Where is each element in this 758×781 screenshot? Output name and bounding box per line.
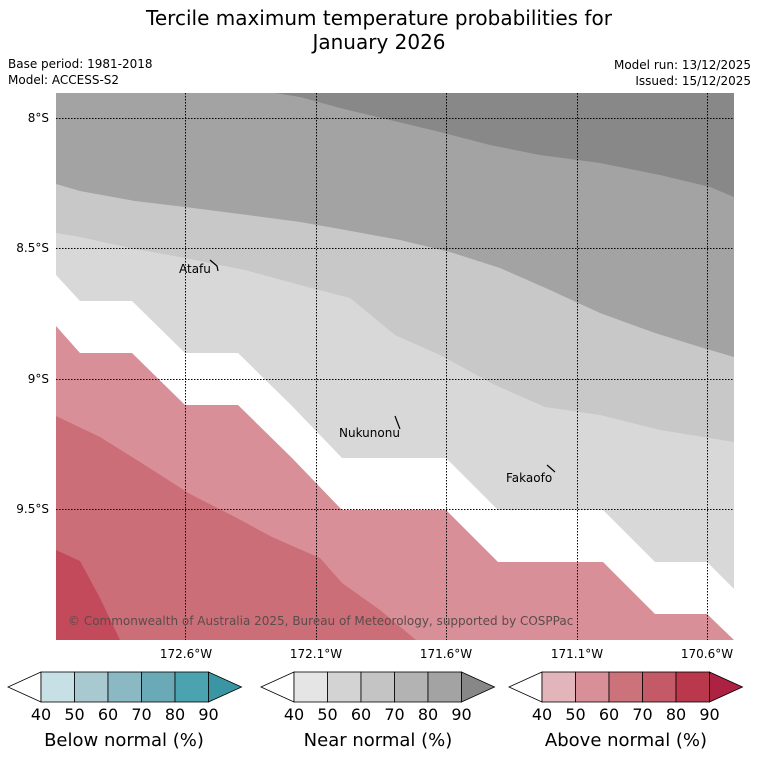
below-normal-label: Below normal (%) bbox=[44, 730, 204, 751]
near-colorbar-tick: 50 bbox=[317, 705, 338, 724]
graticule bbox=[56, 93, 734, 640]
above-normal-70-region bbox=[56, 550, 120, 640]
copyright-notice: © Commonwealth of Australia 2025, Bureau… bbox=[68, 614, 574, 628]
below-colorbar-segment bbox=[107, 671, 142, 703]
below-colorbar-segment bbox=[174, 671, 209, 703]
near-colorbar-segment bbox=[327, 671, 362, 703]
below-normal-colorbar bbox=[7, 671, 243, 703]
fakaofo-outline bbox=[546, 464, 556, 473]
near-colorbar-segment bbox=[293, 671, 328, 703]
near-normal-colorbar bbox=[260, 671, 496, 703]
above-colorbar-tick: 90 bbox=[699, 705, 720, 724]
below-colorbar-extend-high bbox=[208, 671, 243, 703]
below-colorbar-segment bbox=[40, 671, 75, 703]
above-colorbar-segment bbox=[675, 671, 710, 703]
above-colorbar-tick: 70 bbox=[632, 705, 653, 724]
above-normal-60-region bbox=[56, 416, 416, 640]
above-colorbar-segment bbox=[608, 671, 643, 703]
near-colorbar-extend-low bbox=[260, 671, 295, 703]
issued-date: Issued: 15/12/2025 bbox=[635, 74, 751, 88]
lat-label-9s: 9°S bbox=[27, 372, 49, 386]
lon-label-2: 172.1°W bbox=[289, 647, 343, 661]
atafu-outline bbox=[209, 259, 219, 272]
near-colorbar-tick: 80 bbox=[417, 705, 439, 724]
lon-label-4: 171.1°W bbox=[550, 647, 604, 661]
below-colorbar-tick: 50 bbox=[64, 705, 85, 724]
lat-label-9-5s: 9.5°S bbox=[16, 502, 49, 516]
above-colorbar-extend-low bbox=[508, 671, 543, 703]
above-colorbar-segment bbox=[642, 671, 677, 703]
island-label-fakaofo: Fakaofo bbox=[506, 471, 553, 485]
map-title-line1: Tercile maximum temperature probabilitie… bbox=[146, 6, 612, 30]
above-colorbar-segment bbox=[541, 671, 576, 703]
below-colorbar-tick: 40 bbox=[30, 705, 52, 724]
near-colorbar-tick: 90 bbox=[451, 705, 472, 724]
below-colorbar-segment bbox=[74, 671, 109, 703]
island-label-atafu: Atafu bbox=[179, 262, 211, 276]
lat-label-8s: 8°S bbox=[27, 111, 49, 125]
below-colorbar-tick: 90 bbox=[198, 705, 219, 724]
above-normal-label: Above normal (%) bbox=[544, 730, 708, 751]
model-name: Model: ACCESS-S2 bbox=[8, 73, 120, 87]
near-normal-label: Near normal (%) bbox=[303, 730, 453, 751]
above-colorbar-tick: 50 bbox=[565, 705, 586, 724]
near-normal-70-region bbox=[56, 93, 734, 357]
model-run: Model run: 13/12/2025 bbox=[613, 58, 751, 72]
above-normal-colorbar bbox=[508, 671, 744, 703]
lon-label-5: 170.6°W bbox=[680, 647, 734, 661]
near-colorbar-tick: 70 bbox=[384, 705, 405, 724]
below-colorbar-tick: 60 bbox=[97, 705, 119, 724]
nukunonu-outline bbox=[394, 415, 401, 430]
above-colorbar-tick: 60 bbox=[598, 705, 620, 724]
near-colorbar-segment bbox=[394, 671, 429, 703]
above-colorbar-segment bbox=[575, 671, 610, 703]
near-colorbar-tick: 60 bbox=[350, 705, 372, 724]
lat-label-8-5s: 8.5°S bbox=[16, 241, 49, 255]
near-colorbar-segment bbox=[360, 671, 395, 703]
below-colorbar-segment bbox=[141, 671, 176, 703]
lon-label-3: 171.6°W bbox=[419, 647, 473, 661]
above-colorbar-extend-high bbox=[709, 671, 744, 703]
near-colorbar-segment bbox=[427, 671, 462, 703]
island-label-nukunonu: Nukunonu bbox=[339, 426, 400, 440]
above-colorbar-tick: 80 bbox=[665, 705, 687, 724]
below-colorbar-tick: 70 bbox=[131, 705, 152, 724]
above-colorbar-tick: 40 bbox=[531, 705, 553, 724]
below-colorbar-extend-low bbox=[7, 671, 42, 703]
near-colorbar-tick: 40 bbox=[283, 705, 305, 724]
near-colorbar-extend-high bbox=[461, 671, 496, 703]
below-colorbar-tick: 80 bbox=[164, 705, 186, 724]
base-period: Base period: 1981-2018 bbox=[8, 57, 153, 71]
map-title-line2: January 2026 bbox=[312, 30, 446, 54]
lon-label-1: 172.6°W bbox=[159, 647, 213, 661]
